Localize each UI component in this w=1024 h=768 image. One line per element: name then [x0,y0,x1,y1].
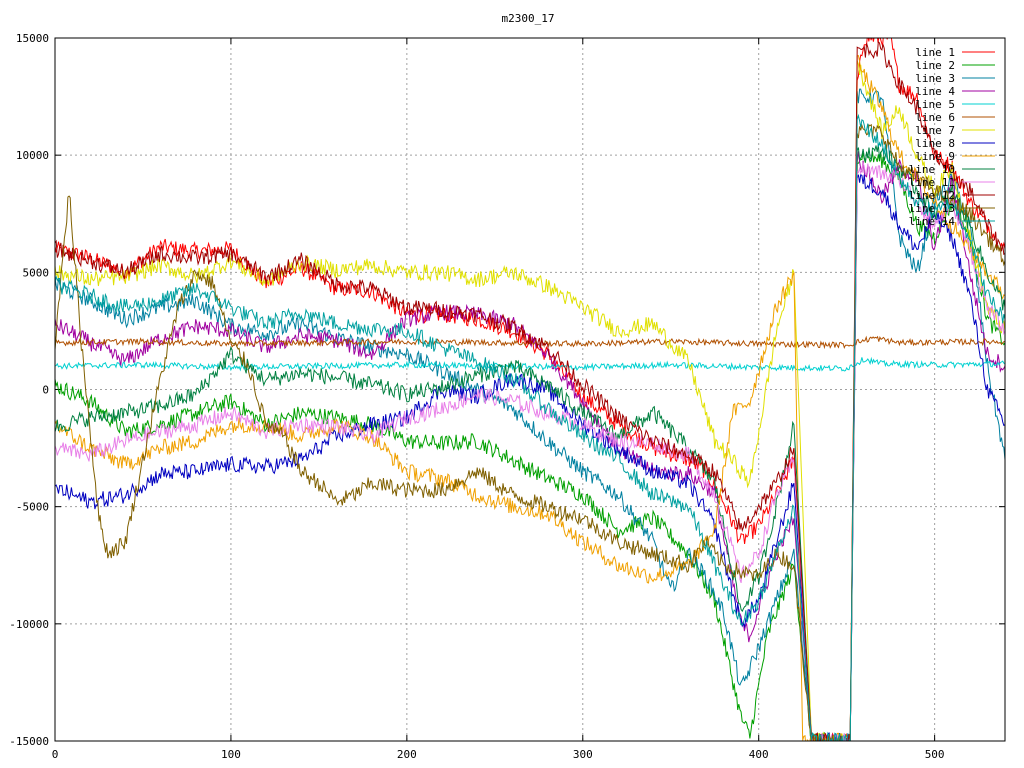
series-line [55,173,1005,741]
axis-ticks: -15000 -10000 -5000 0 5000 10000 15000 0 100 200 3… [9,32,1005,761]
legend-label: line 3 [915,72,955,85]
y-tick-label: -15000 [9,735,49,748]
series-line [55,113,1005,741]
series-line [55,151,1005,741]
legend-label: line 5 [915,98,955,111]
x-tick-label: 500 [925,748,945,761]
legend-label: line 10 [909,163,955,176]
y-tick-label: 5000 [23,266,50,279]
x-tick-label: 300 [573,748,593,761]
legend-label: line 7 [915,124,955,137]
series-line [55,123,1005,741]
series-line [55,144,1005,741]
y-tick-label: -10000 [9,618,49,631]
y-tick-label: 10000 [16,149,49,162]
x-tick-label: 200 [397,748,417,761]
series-line [55,88,1005,741]
legend-label: line 1 [915,46,955,59]
x-tick-label: 100 [221,748,241,761]
series-line [55,60,1005,741]
y-tick-label: -5000 [16,501,49,514]
chart-title: m2300_17 [502,12,555,25]
legend-label: line 14 [909,215,956,228]
plot-frame [54,37,1006,742]
x-tick-label: 400 [749,748,769,761]
series-line [55,151,1005,741]
x-tick-label: 0 [52,748,59,761]
legend-label: line 11 [909,176,955,189]
legend-label: line 4 [915,85,955,98]
legend-label: line 12 [909,189,955,202]
legend-label: line 2 [915,59,955,72]
y-tick-label: 0 [42,384,49,397]
series-line [55,54,1005,741]
legend-label: line 13 [909,202,955,215]
y-tick-label: 15000 [16,32,49,45]
legend-label: line 6 [915,111,955,124]
legend-label: line 9 [915,150,955,163]
legend-label: line 8 [915,137,955,150]
grid [55,38,1005,741]
series-line [55,356,1005,372]
series-group [55,38,1005,741]
